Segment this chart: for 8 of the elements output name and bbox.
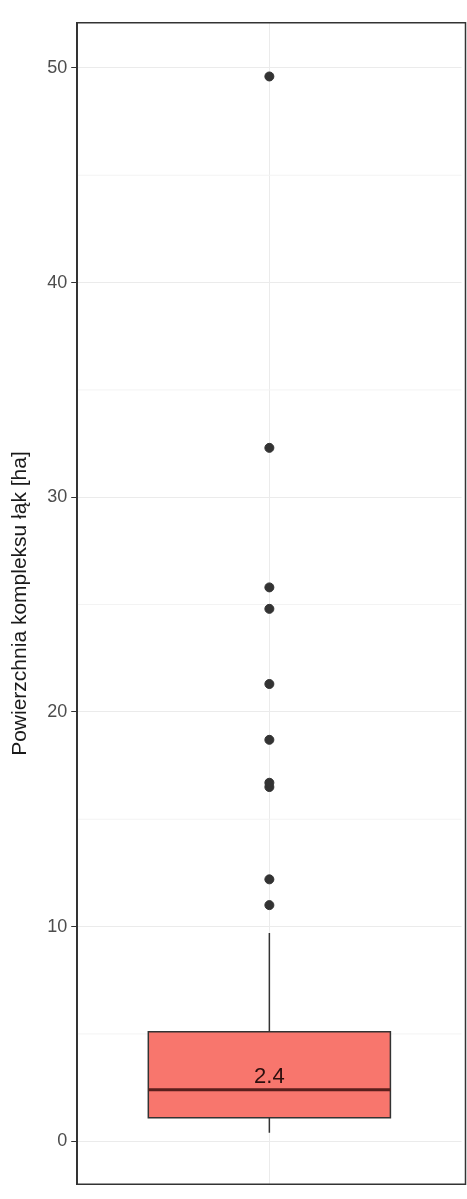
y-tick-label: 30 [47, 486, 68, 507]
y-tick-label: 10 [47, 915, 68, 936]
y-axis-title: Powierzchnia kompleksu łąk [ha] [7, 451, 31, 756]
annotation: 2.4 [254, 1062, 285, 1088]
y-tick-label: 50 [47, 56, 68, 77]
y-tick-label: 0 [57, 1130, 68, 1151]
y-tick-label: 40 [47, 271, 68, 292]
y-tick-label: 20 [47, 700, 68, 721]
